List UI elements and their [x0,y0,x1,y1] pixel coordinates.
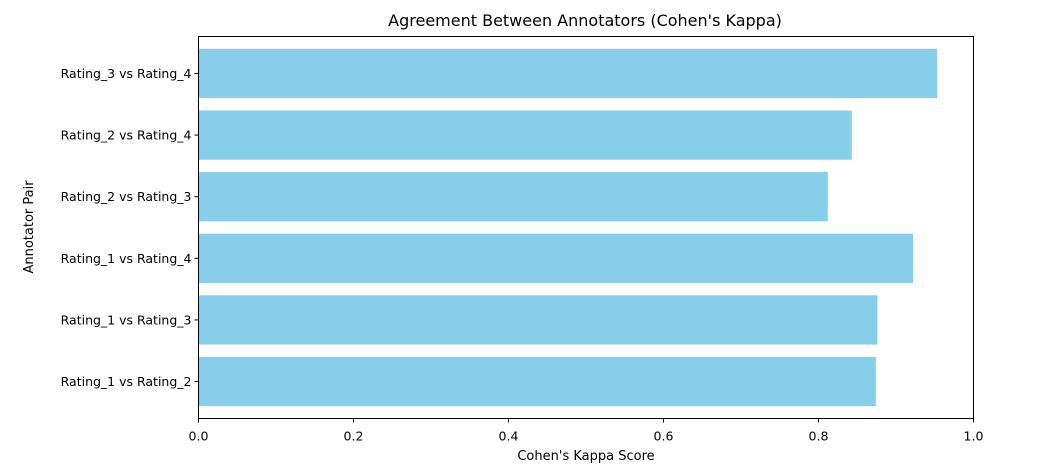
bar-1 [198,356,876,407]
bar-2 [198,295,878,345]
y-tick-label-1: Rating_1 vs Rating_2 [61,374,192,389]
bars-group [198,48,938,407]
x-tick-label-1: 0.0 [189,429,209,444]
bar-4 [198,172,828,222]
bar-6 [198,48,938,99]
x-tick-label-6: 1.0 [964,429,984,444]
x-tick-label-2: 0.2 [344,429,364,444]
y-tick-label-2: Rating_1 vs Rating_3 [61,312,192,327]
y-axis-label: Annotator Pair [22,180,37,274]
x-tick-label-4: 0.6 [654,429,674,444]
x-axis-label: Cohen's Kappa Score [517,449,654,464]
y-axis-ticks: Rating_1 vs Rating_2 Rating_1 vs Rating_3… [61,66,199,389]
chart-title: Agreement Between Annotators (Cohen's Ka… [388,11,782,30]
x-axis-ticks: 0.0 0.2 0.4 0.6 0.8 1.0 [189,418,984,444]
bar-5 [198,110,852,160]
y-tick-label-4: Rating_2 vs Rating_3 [61,189,192,204]
bar-3 [198,233,914,283]
y-tick-label-3: Rating_1 vs Rating_4 [61,251,192,266]
y-tick-label-6: Rating_3 vs Rating_4 [61,66,192,81]
y-tick-label-5: Rating_2 vs Rating_4 [61,128,192,143]
plot-area-frame [198,36,974,419]
x-tick-label-5: 0.8 [809,429,829,444]
x-tick-label-3: 0.4 [499,429,519,444]
